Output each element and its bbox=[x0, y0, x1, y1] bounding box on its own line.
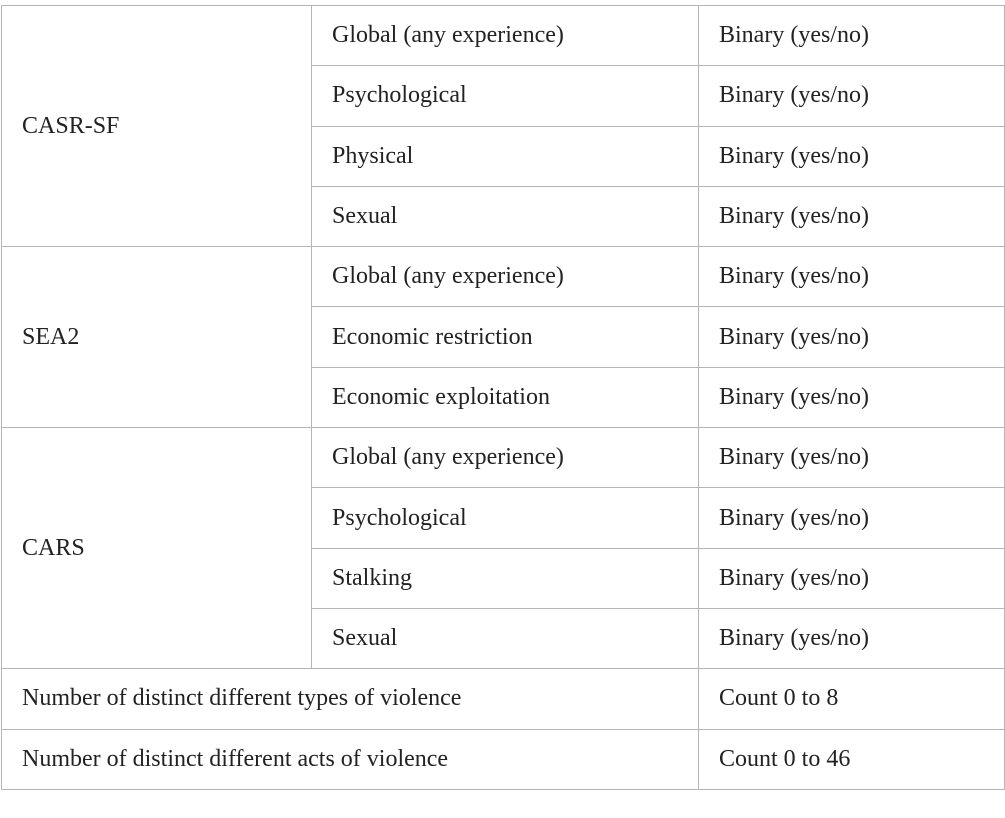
coding-cell: Count 0 to 46 bbox=[698, 728, 1005, 790]
subscale-cell: Economic restriction bbox=[311, 306, 699, 368]
table-row: Number of distinct different types of vi… bbox=[1, 668, 1005, 730]
coding-cell: Binary (yes/no) bbox=[698, 306, 1005, 368]
measure-cell: SEA2 bbox=[1, 246, 312, 429]
table-row: SEA2 Global (any experience) Binary (yes/n… bbox=[1, 246, 1005, 429]
subscale-cell: Physical bbox=[311, 125, 699, 187]
subscale-cell: Economic exploitation bbox=[311, 366, 699, 429]
subscale-cell: Psychological bbox=[311, 65, 699, 127]
subscale-cell: Stalking bbox=[311, 547, 699, 609]
table-row: Stalking Binary (yes/no) bbox=[2, 547, 1005, 609]
coding-cell: Binary (yes/no) bbox=[698, 547, 1005, 609]
subscale-cell: Sexual bbox=[311, 185, 699, 248]
summary-label-cell: Number of distinct different types of vi… bbox=[1, 668, 699, 730]
table-row: CASR-SF Global (any experience) Binary (ye… bbox=[1, 4, 1005, 248]
table-row: CARS Global (any experience) Binary (yes/n… bbox=[1, 427, 1005, 670]
coding-cell: Count 0 to 8 bbox=[698, 668, 1005, 730]
table-row: Psychological Binary (yes/no) bbox=[2, 487, 1005, 549]
coding-cell: Binary (yes/no) bbox=[698, 185, 1005, 248]
data-table: CASR-SF Global (any experience) Binary (ye… bbox=[1, 4, 1005, 790]
table-row: Number of distinct different acts of vio… bbox=[1, 728, 1005, 790]
measure-cell: CARS bbox=[1, 427, 312, 670]
subscale-cell: Sexual bbox=[311, 607, 699, 670]
subscale-cell: Global (any experience) bbox=[311, 4, 699, 67]
subscale-cell: Global (any experience) bbox=[311, 427, 699, 489]
coding-cell: Binary (yes/no) bbox=[698, 487, 1005, 549]
coding-cell: Binary (yes/no) bbox=[698, 246, 1005, 308]
summary-label-cell: Number of distinct different acts of vio… bbox=[1, 728, 699, 790]
coding-cell: Binary (yes/no) bbox=[698, 366, 1005, 429]
coding-cell: Binary (yes/no) bbox=[698, 4, 1005, 67]
coding-cell: Binary (yes/no) bbox=[698, 65, 1005, 127]
table-row: Economic exploitation Binary (yes/no) bbox=[2, 366, 1005, 429]
measure-cell: CASR-SF bbox=[1, 4, 312, 248]
subscale-cell: Psychological bbox=[311, 487, 699, 549]
coding-cell: Binary (yes/no) bbox=[698, 607, 1005, 670]
table-row: Sexual Binary (yes/no) bbox=[2, 607, 1005, 670]
coding-cell: Binary (yes/no) bbox=[698, 427, 1005, 489]
subscale-cell: Global (any experience) bbox=[311, 246, 699, 308]
table-row: Psychological Binary (yes/no) bbox=[2, 65, 1005, 127]
coding-cell: Binary (yes/no) bbox=[698, 125, 1005, 187]
